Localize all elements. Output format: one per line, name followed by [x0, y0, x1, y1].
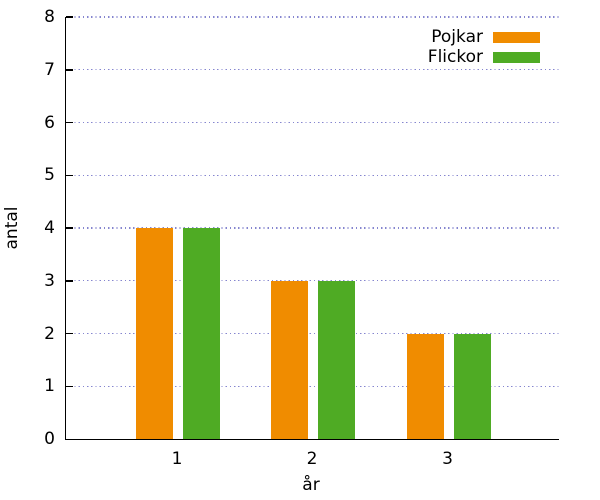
- x-axis-title: år: [302, 475, 320, 495]
- gridline-y-2: [66, 332, 559, 335]
- gridline-y-7: [66, 69, 559, 71]
- gridline-y-5: [66, 174, 559, 176]
- y-tick-6: [66, 121, 73, 124]
- y-tick-4: [66, 227, 73, 229]
- legend-label-flickor: Flickor: [427, 47, 483, 67]
- gridline-y-3: [66, 280, 559, 282]
- y-tick-8: [66, 16, 73, 18]
- gridline-y-8: [66, 16, 559, 18]
- x-tick-label-2: 2: [306, 449, 318, 469]
- bar-flickor-2: [318, 280, 355, 439]
- legend-item-pojkar: Pojkar: [428, 27, 540, 47]
- y-tick-label-6: 6: [44, 112, 55, 133]
- bar-pojkar-1: [136, 228, 173, 439]
- y-tick-label-4: 4: [44, 218, 55, 238]
- y-tick-1: [66, 385, 73, 387]
- y-tick-3: [66, 280, 73, 282]
- y-tick-label-2: 2: [44, 323, 55, 344]
- y-tick-label-8: 8: [44, 7, 55, 27]
- bar-flickor-1: [183, 228, 220, 439]
- legend-item-flickor: Flickor: [428, 47, 540, 67]
- y-tick-label-0: 0: [44, 429, 55, 449]
- y-tick-label-1: 1: [44, 376, 55, 397]
- x-tick-label-3: 3: [442, 449, 453, 469]
- legend-label-pojkar: Pojkar: [431, 27, 483, 47]
- y-tick-label-3: 3: [44, 270, 55, 291]
- x-tick-label-1: 1: [171, 449, 183, 469]
- legend-swatch-flickor: [493, 51, 540, 63]
- bar-pojkar-2: [271, 280, 308, 439]
- y-tick-label-7: 7: [44, 59, 55, 80]
- plot-area: [65, 16, 559, 440]
- bar-pojkar-3: [406, 333, 444, 439]
- gridline-y-4: [66, 227, 559, 229]
- gridline-y-6: [66, 121, 559, 124]
- y-tick-label-5: 5: [44, 165, 55, 186]
- y-tick-7: [66, 69, 73, 71]
- bar-flickor-3: [453, 333, 491, 439]
- y-tick-5: [66, 174, 73, 176]
- legend-swatch-pojkar: [493, 31, 540, 43]
- legend: Pojkar Flickor: [428, 27, 540, 67]
- y-tick-2: [66, 332, 73, 335]
- gridline-y-1: [66, 385, 559, 387]
